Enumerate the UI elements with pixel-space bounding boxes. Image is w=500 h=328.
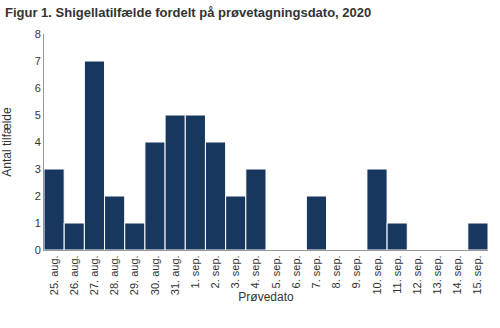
svg-text:25. aug.: 25. aug.: [48, 255, 60, 295]
svg-text:27. aug.: 27. aug.: [88, 255, 100, 295]
svg-text:4. sep.: 4. sep.: [249, 255, 261, 288]
svg-text:Prøvedato: Prøvedato: [238, 290, 294, 304]
svg-text:5. sep.: 5. sep.: [270, 255, 282, 288]
svg-text:28. aug.: 28. aug.: [108, 255, 120, 295]
svg-text:1. sep.: 1. sep.: [189, 255, 201, 288]
svg-text:26. aug.: 26. aug.: [68, 255, 80, 295]
svg-text:3. sep.: 3. sep.: [229, 255, 241, 288]
svg-text:10. sep.: 10. sep.: [371, 255, 383, 294]
svg-text:0: 0: [35, 244, 41, 256]
svg-text:30. aug.: 30. aug.: [149, 255, 161, 295]
svg-text:Antal tilfælde: Antal tilfælde: [0, 107, 14, 177]
svg-text:6. sep.: 6. sep.: [290, 255, 302, 288]
svg-text:29. aug.: 29. aug.: [128, 255, 140, 295]
svg-text:12. sep.: 12. sep.: [411, 255, 423, 294]
svg-text:13. sep.: 13. sep.: [431, 255, 443, 294]
svg-text:31. aug.: 31. aug.: [169, 255, 181, 295]
svg-text:15. sep.: 15. sep.: [471, 255, 483, 294]
svg-text:7: 7: [35, 55, 41, 67]
svg-text:5: 5: [35, 109, 41, 121]
svg-text:1: 1: [35, 217, 41, 229]
svg-text:9. sep.: 9. sep.: [350, 255, 362, 288]
svg-text:3: 3: [35, 163, 41, 175]
svg-text:8. sep.: 8. sep.: [330, 255, 342, 288]
svg-text:4: 4: [35, 136, 41, 148]
svg-text:14. sep.: 14. sep.: [451, 255, 463, 294]
svg-text:2: 2: [35, 190, 41, 202]
svg-text:2. sep.: 2. sep.: [209, 255, 221, 288]
svg-text:8: 8: [35, 28, 41, 40]
svg-text:7. sep.: 7. sep.: [310, 255, 322, 288]
svg-text:6: 6: [35, 82, 41, 94]
svg-text:11. sep.: 11. sep.: [391, 255, 403, 293]
svg-text:Figur 1. Shigellatilfælde ford: Figur 1. Shigellatilfælde fordelt på prø…: [5, 5, 371, 20]
